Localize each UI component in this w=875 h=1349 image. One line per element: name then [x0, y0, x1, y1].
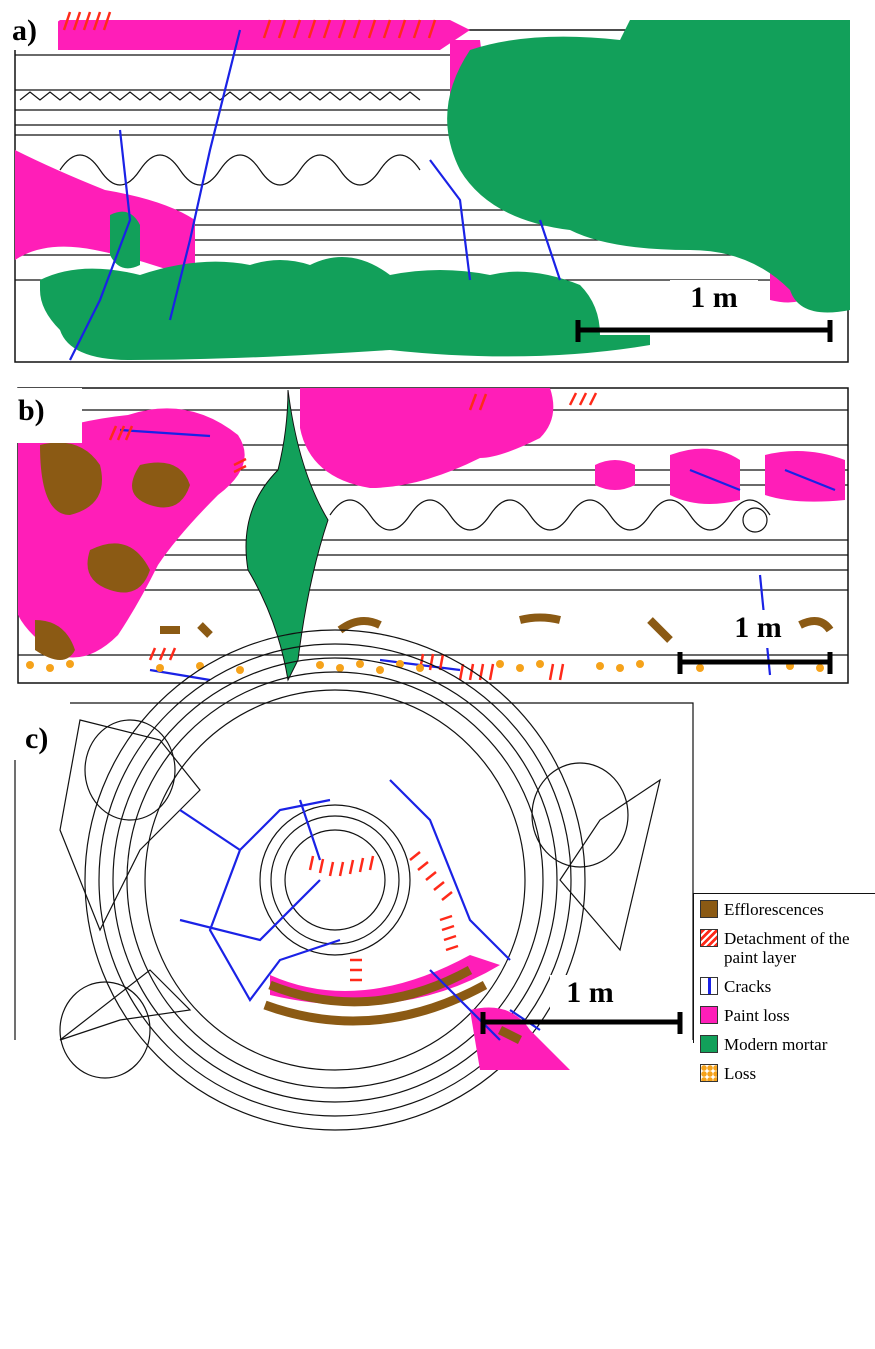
- legend-label: Efflorescences: [724, 900, 824, 919]
- legend-item: Modern mortar: [700, 1035, 875, 1054]
- legend-item: Paint loss: [700, 1006, 875, 1025]
- figure: 1 m a) 1 m b): [0, 0, 875, 1349]
- panel-label: c): [25, 722, 48, 755]
- legend-swatch: [700, 977, 718, 995]
- panel-a: 1 m a): [0, 5, 850, 362]
- legend-label: Paint loss: [724, 1006, 790, 1025]
- legend-swatch: [700, 1006, 718, 1024]
- scale-label: 1 m: [566, 976, 614, 1009]
- legend-item: Efflorescences: [700, 900, 875, 919]
- panel-label: a): [12, 14, 37, 47]
- legend-item: Cracks: [700, 977, 875, 996]
- panel-label: b): [18, 394, 45, 427]
- legend-label: Modern mortar: [724, 1035, 827, 1054]
- legend-swatch: [700, 1064, 718, 1082]
- page: {"panels": [{"label": "a)", "scale": "1 …: [0, 0, 875, 1349]
- legend-swatch: [700, 929, 718, 947]
- scale-label: 1 m: [734, 611, 782, 644]
- panel-b: 1 m b): [0, 388, 848, 683]
- legend-label: Cracks: [724, 977, 771, 996]
- legend-item: Detachment of the paint layer: [700, 929, 875, 967]
- legend-swatch: [700, 900, 718, 918]
- legend-label: Loss: [724, 1064, 756, 1083]
- dome-drawing: [60, 630, 660, 1130]
- scale-label: 1 m: [690, 281, 738, 314]
- legend-swatch: [700, 1035, 718, 1053]
- legend-label: Detachment of the paint layer: [724, 929, 875, 967]
- legend-item: Loss: [700, 1064, 875, 1083]
- legend: Efflorescences Detachment of the paint la…: [693, 893, 875, 1043]
- panel-c: 1 m c): [15, 630, 693, 1130]
